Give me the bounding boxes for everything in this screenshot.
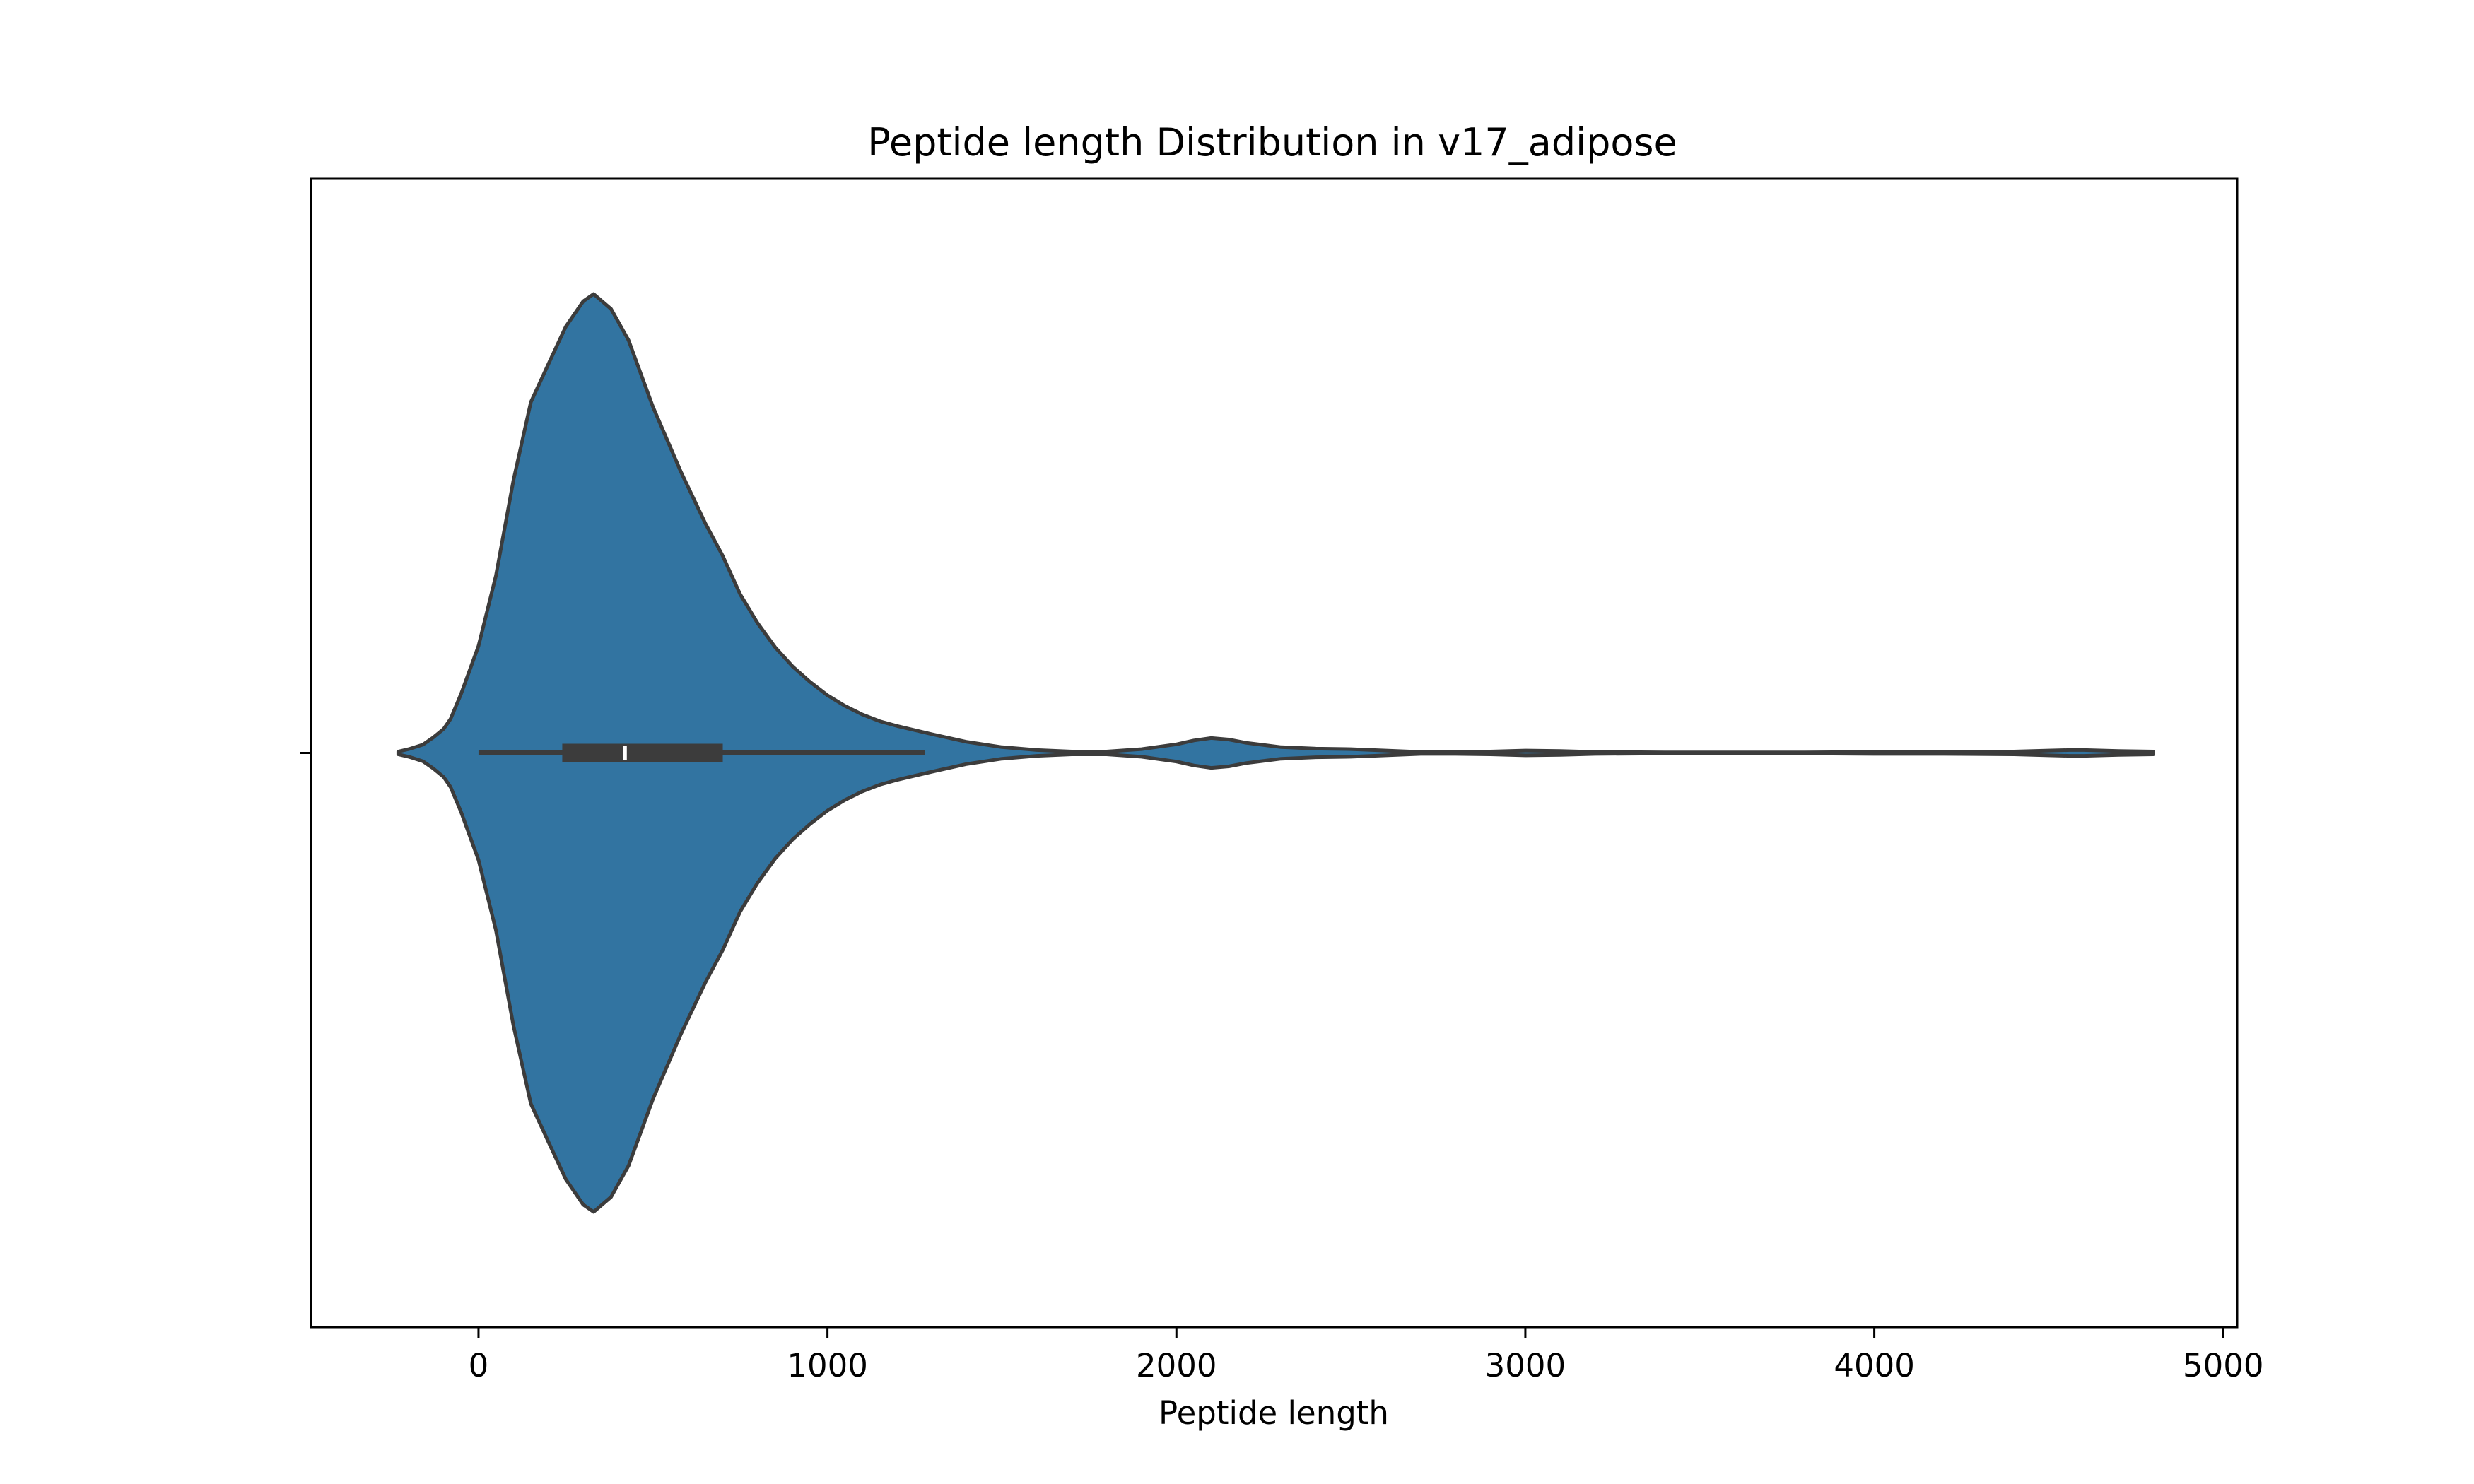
chart-title: Peptide length Distribution in v17_adipo… bbox=[867, 120, 1677, 165]
x-tick-label-2000: 2000 bbox=[1136, 1347, 1217, 1384]
violin-body-0 bbox=[396, 292, 2155, 1214]
interquartile-box-0 bbox=[562, 743, 723, 762]
x-axis: 0 1000 2000 3000 4000 5000 bbox=[469, 1327, 2264, 1384]
x-axis-title: Peptide length bbox=[1159, 1394, 1389, 1432]
x-tick-label-3000: 3000 bbox=[1485, 1347, 1566, 1384]
violin-layer bbox=[396, 292, 2155, 1214]
x-tick-label-1000: 1000 bbox=[787, 1347, 868, 1384]
x-tick-label-5000: 5000 bbox=[2183, 1347, 2264, 1384]
x-tick-label-0: 0 bbox=[469, 1347, 489, 1384]
x-tick-label-4000: 4000 bbox=[1834, 1347, 1915, 1384]
